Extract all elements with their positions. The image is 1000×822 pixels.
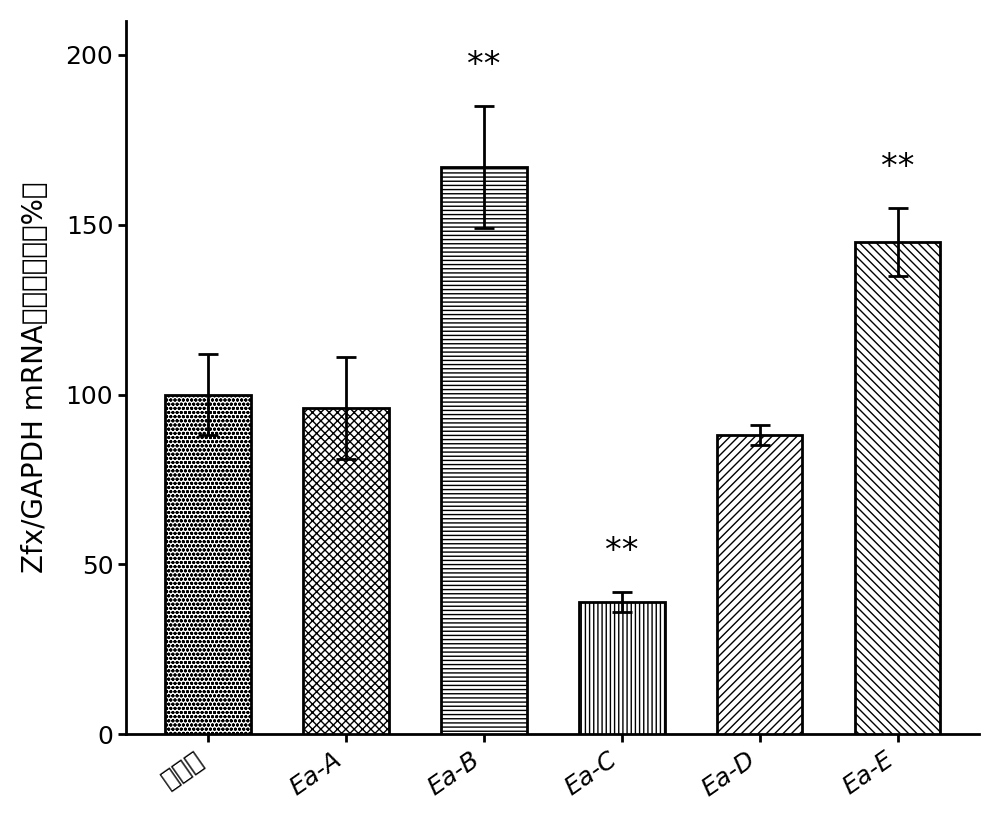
- Bar: [855, 242, 940, 734]
- Y-axis label: Zfx/GAPDH mRNA相对表达量（%）: Zfx/GAPDH mRNA相对表达量（%）: [21, 182, 49, 573]
- Text: **: **: [605, 535, 639, 568]
- Text: **: **: [881, 151, 914, 184]
- Bar: [303, 408, 389, 734]
- Bar: [165, 395, 251, 734]
- Bar: [441, 167, 527, 734]
- Text: **: **: [467, 49, 501, 82]
- Bar: [717, 436, 802, 734]
- Bar: [579, 602, 665, 734]
